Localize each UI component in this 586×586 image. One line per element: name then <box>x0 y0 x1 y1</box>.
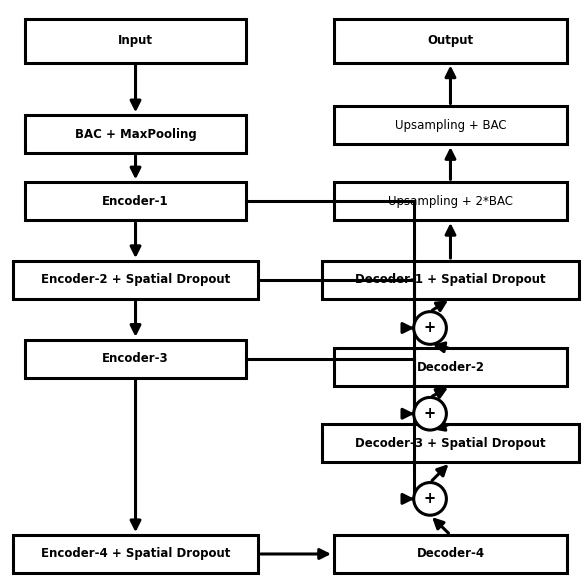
Text: Input: Input <box>118 34 153 47</box>
Text: Encoder-1: Encoder-1 <box>102 195 169 207</box>
Circle shape <box>414 397 447 430</box>
FancyBboxPatch shape <box>25 19 246 63</box>
FancyBboxPatch shape <box>322 261 579 299</box>
FancyBboxPatch shape <box>25 182 246 220</box>
FancyBboxPatch shape <box>25 340 246 377</box>
Text: Decoder-1 + Spatial Dropout: Decoder-1 + Spatial Dropout <box>355 274 546 287</box>
Text: Encoder-3: Encoder-3 <box>102 352 169 365</box>
Text: Encoder-2 + Spatial Dropout: Encoder-2 + Spatial Dropout <box>41 274 230 287</box>
Text: +: + <box>424 406 436 421</box>
Text: +: + <box>424 321 436 336</box>
FancyBboxPatch shape <box>13 535 258 573</box>
FancyBboxPatch shape <box>334 107 567 144</box>
Text: Encoder-4 + Spatial Dropout: Encoder-4 + Spatial Dropout <box>41 547 230 560</box>
Circle shape <box>414 312 447 345</box>
FancyBboxPatch shape <box>334 535 567 573</box>
FancyBboxPatch shape <box>334 19 567 63</box>
Text: Upsampling + BAC: Upsampling + BAC <box>394 119 506 132</box>
FancyBboxPatch shape <box>334 349 567 386</box>
Text: Output: Output <box>427 34 473 47</box>
Text: Decoder-3 + Spatial Dropout: Decoder-3 + Spatial Dropout <box>355 437 546 449</box>
FancyBboxPatch shape <box>13 261 258 299</box>
FancyBboxPatch shape <box>25 115 246 153</box>
Text: Decoder-4: Decoder-4 <box>417 547 485 560</box>
Text: Upsampling + 2*BAC: Upsampling + 2*BAC <box>388 195 513 207</box>
Text: BAC + MaxPooling: BAC + MaxPooling <box>74 128 196 141</box>
Text: Decoder-2: Decoder-2 <box>417 361 485 374</box>
Text: +: + <box>424 492 436 506</box>
FancyBboxPatch shape <box>334 182 567 220</box>
FancyBboxPatch shape <box>322 424 579 462</box>
Circle shape <box>414 482 447 515</box>
